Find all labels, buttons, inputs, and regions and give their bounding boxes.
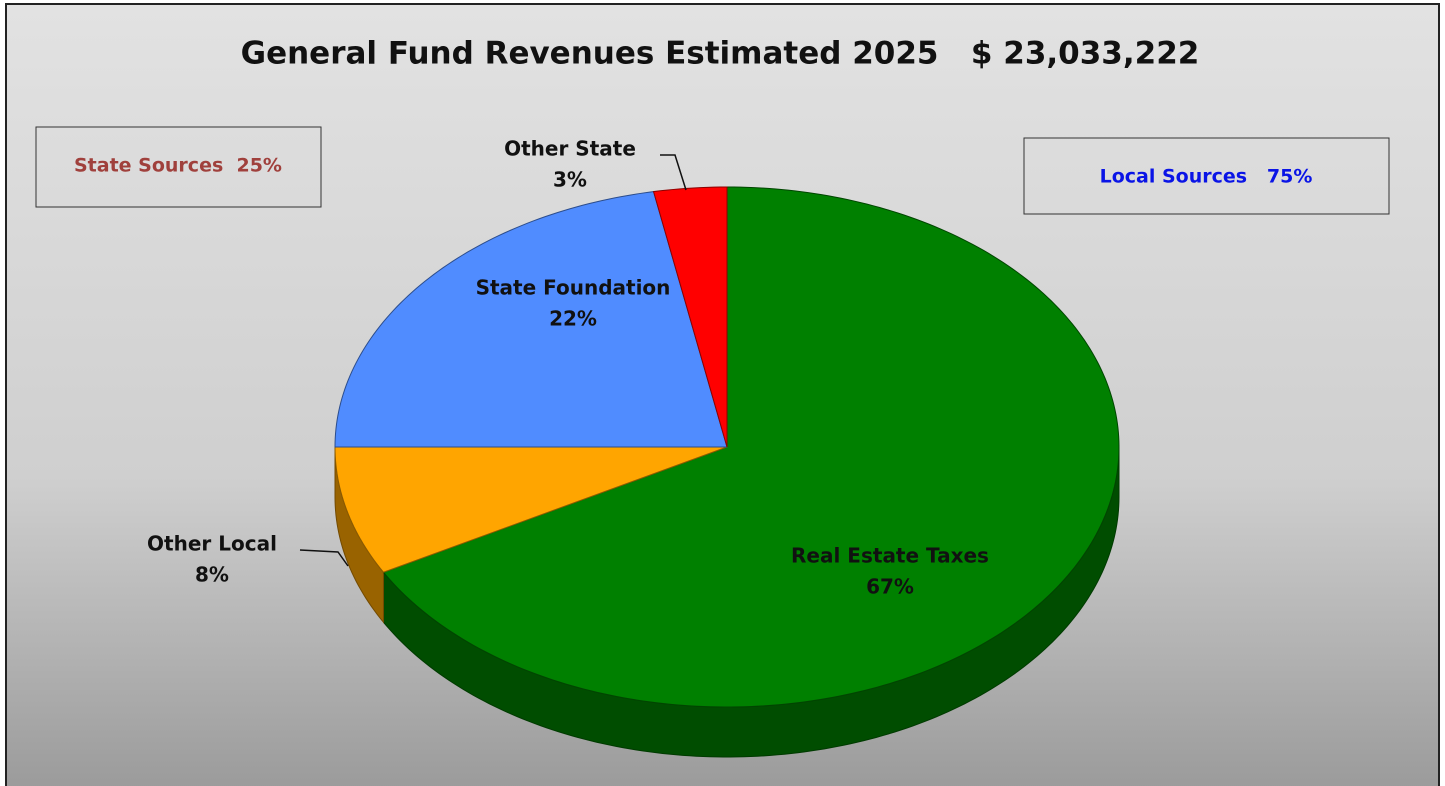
annotation-box <box>1023 137 1390 215</box>
chart-title: General Fund Revenues Estimated 2025 $ 2… <box>241 36 1200 72</box>
value-label: 67% <box>866 575 914 599</box>
slice-label: Other Local <box>147 532 277 556</box>
annotation-box <box>35 126 322 208</box>
slice-label: Real Estate Taxes <box>791 544 989 568</box>
value-label: 3% <box>553 168 587 192</box>
leader-line <box>299 549 349 567</box>
slice <box>652 186 728 448</box>
slice-label: State Foundation <box>476 276 671 300</box>
leader-line <box>660 154 687 191</box>
value-label: 22% <box>549 307 597 331</box>
slice <box>334 191 728 448</box>
slice <box>334 446 728 573</box>
slice <box>382 186 1120 708</box>
slice-label: Other State <box>504 137 636 161</box>
annotation: Local Sources 75% <box>1100 166 1313 188</box>
value-label: 8% <box>195 563 229 587</box>
annotation: State Sources 25% <box>74 155 282 177</box>
